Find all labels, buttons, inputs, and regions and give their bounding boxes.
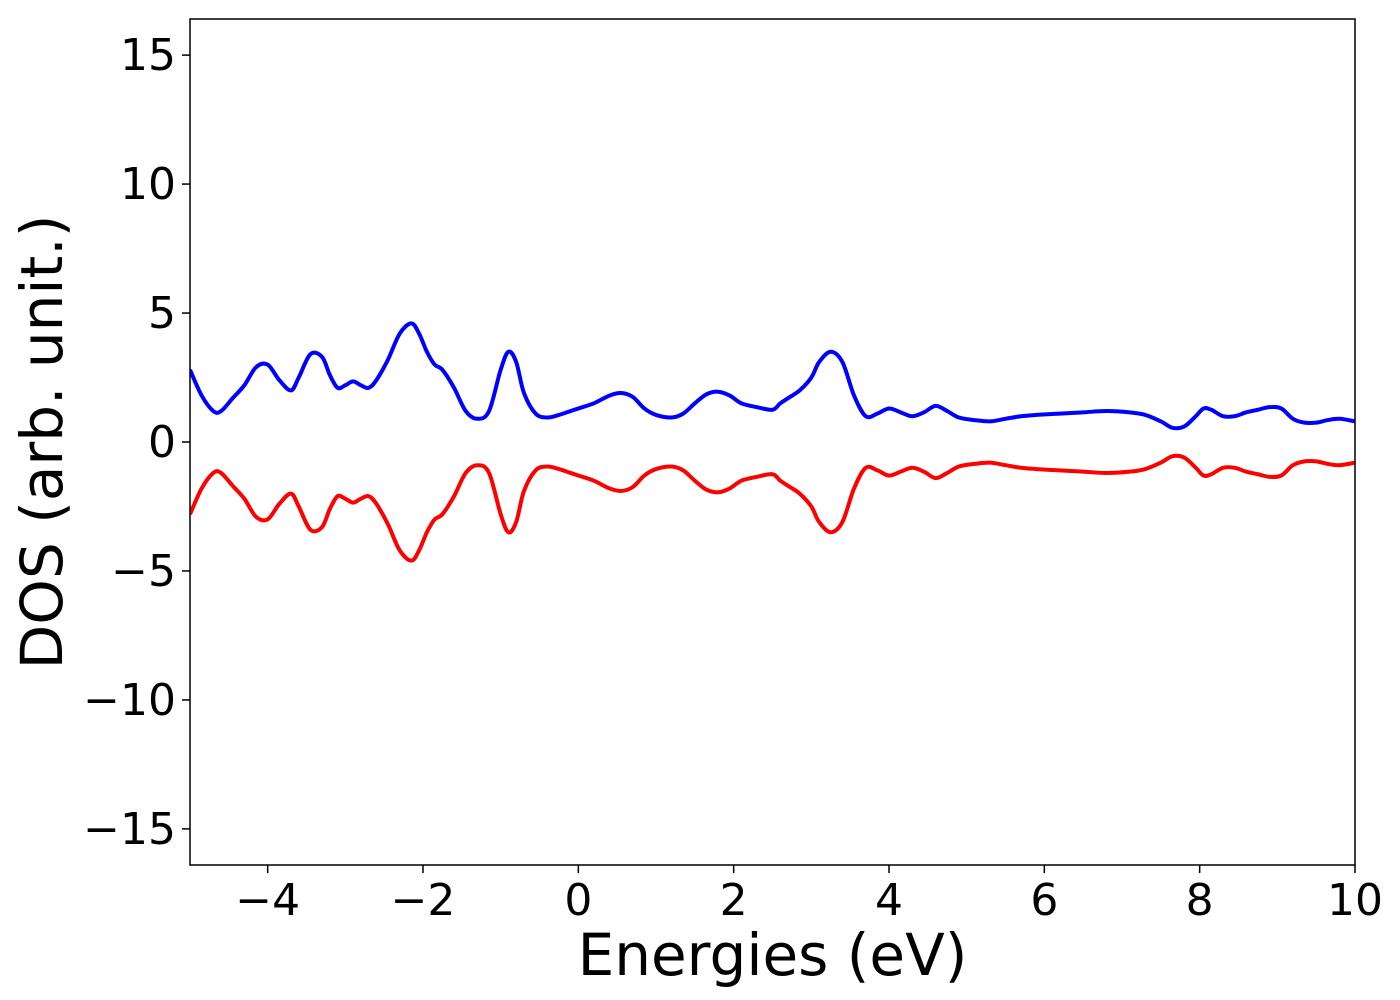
x-axis-ticks: −4 −2 0 2 4 6 8 10 (235, 865, 1383, 926)
plot-frame (189, 18, 1356, 866)
y-tick-label: 0 (148, 417, 176, 468)
series-layer (190, 321, 1355, 563)
x-tick-label: 4 (875, 875, 903, 926)
x-tick-label: −4 (235, 875, 300, 926)
y-tick-label: 5 (148, 288, 176, 339)
dos-line-negative (190, 453, 1355, 563)
y-tick-label: 15 (120, 30, 176, 81)
x-tick-label: 2 (720, 875, 748, 926)
x-tick-label: 6 (1030, 875, 1058, 926)
y-tick-label: −10 (83, 675, 176, 726)
x-axis-title: Energies (eV) (578, 921, 968, 989)
y-axis-ticks: 15 10 5 0 −5 −10 −15 (83, 30, 190, 855)
y-tick-label: 10 (120, 159, 176, 210)
y-axis-title: DOS (arb. unit.) (8, 215, 76, 670)
x-tick-label: 0 (564, 875, 592, 926)
x-tick-label: 10 (1327, 875, 1383, 926)
y-tick-label: −15 (83, 804, 176, 855)
x-tick-label: 8 (1186, 875, 1214, 926)
x-tick-label: −2 (391, 875, 456, 926)
dos-line-positive (190, 321, 1355, 431)
y-tick-label: −5 (111, 546, 176, 597)
